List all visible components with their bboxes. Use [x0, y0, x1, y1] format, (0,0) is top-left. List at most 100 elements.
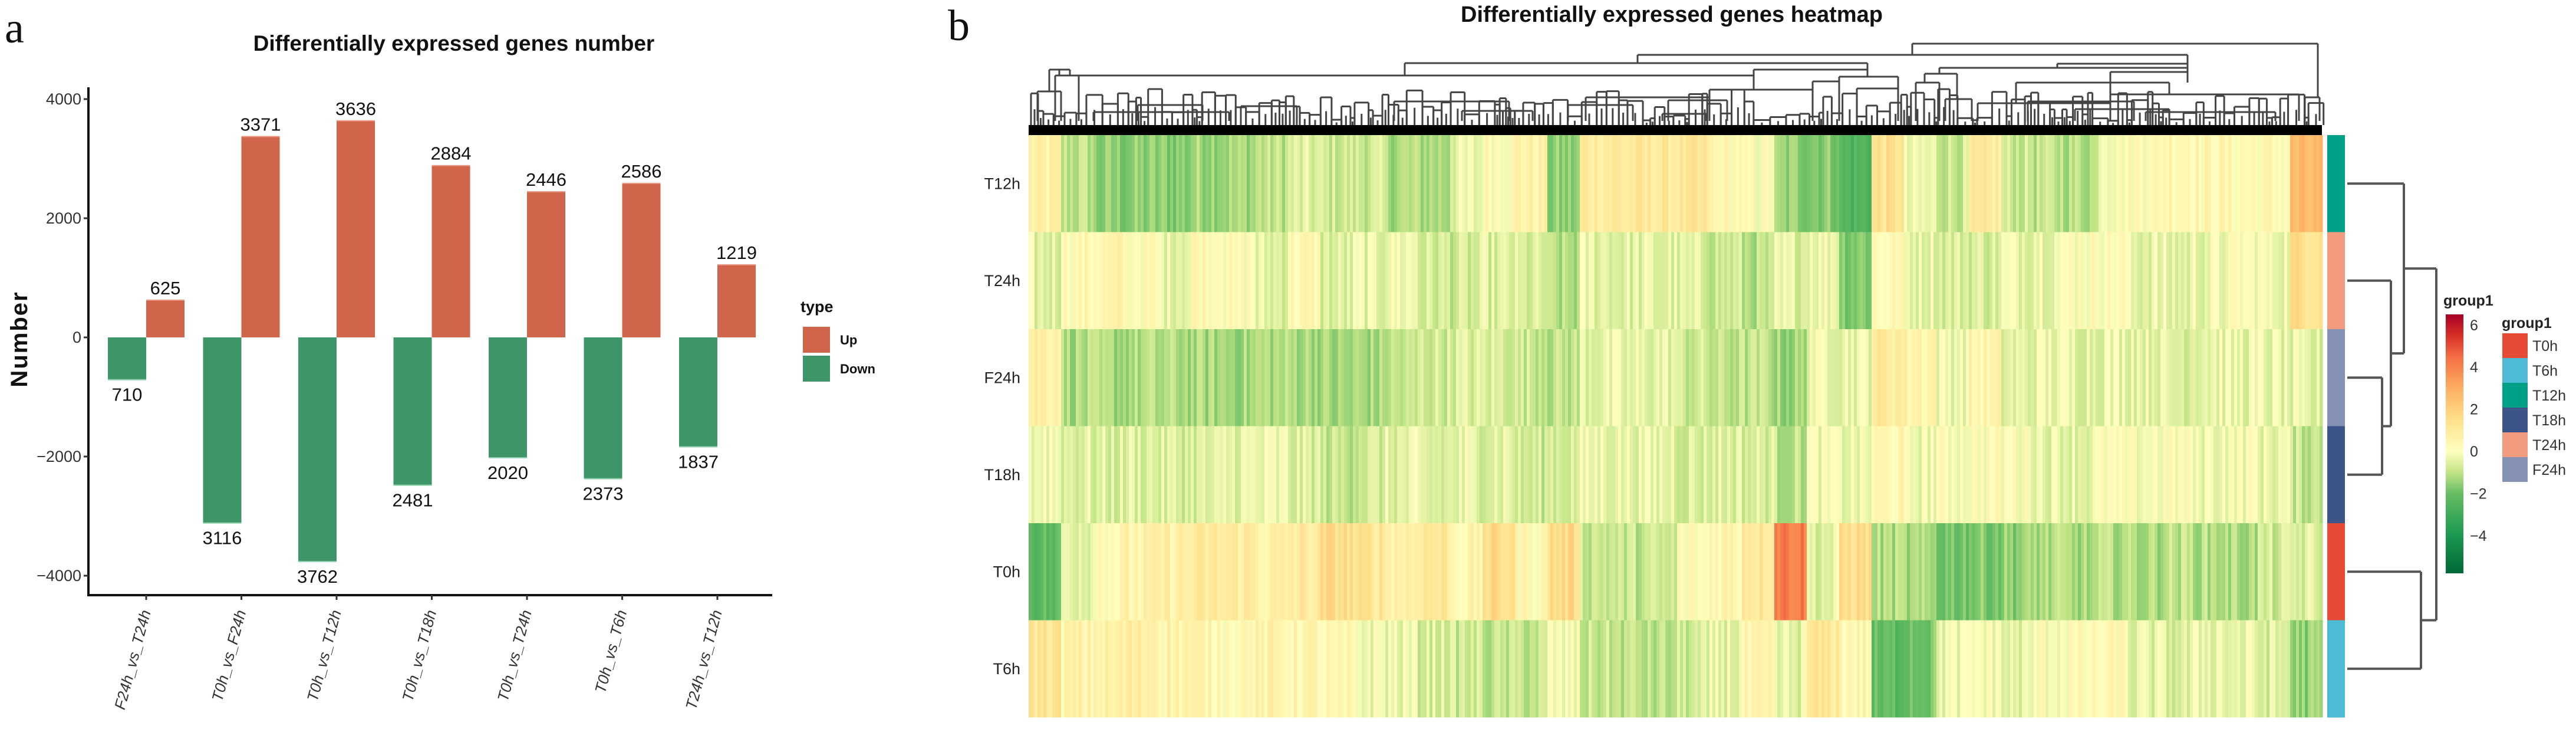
heatmap-cell: [2054, 232, 2058, 330]
heatmap-cell: [1138, 329, 1141, 426]
heatmap-cell: [1539, 620, 1542, 718]
heatmap-cell: [1739, 329, 1742, 426]
heatmap-cell: [1948, 426, 1952, 524]
heatmap-cell: [1757, 523, 1760, 621]
heatmap-cell: [1424, 329, 1427, 426]
heatmap-cell: [1721, 232, 1725, 330]
heatmap-cell: [1592, 523, 1595, 621]
heatmap-cell: [1247, 426, 1250, 524]
heatmap-cell: [1839, 329, 1843, 426]
heatmap-cell: [2305, 426, 2308, 524]
heatmap-cell: [2228, 135, 2232, 232]
heatmap-cell: [1241, 135, 1244, 232]
heatmap-cell: [1727, 426, 1731, 524]
heatmap-cell: [2072, 329, 2076, 426]
heatmap-cell: [1851, 135, 1854, 232]
heatmap-cell: [1291, 523, 1294, 621]
heatmap-cell: [1536, 620, 1539, 718]
heatmap-cell: [1801, 426, 1804, 524]
heatmap-cell: [1695, 135, 1698, 232]
data-label-down: 710: [112, 385, 143, 405]
heatmap-cell: [2160, 135, 2164, 232]
heatmap-cell: [1347, 426, 1350, 524]
heatmap-cell: [1444, 329, 1448, 426]
heatmap-cell: [1748, 232, 1751, 330]
heatmap-cell: [2031, 135, 2034, 232]
heatmap-cell: [1403, 135, 1406, 232]
heatmap-cell: [1674, 329, 1678, 426]
heatmap-cell: [2228, 620, 2232, 718]
heatmap-cell: [1073, 620, 1076, 718]
heatmap-cell: [1453, 523, 1457, 621]
heatmap-cell: [1609, 232, 1613, 330]
heatmap-cell: [1152, 329, 1156, 426]
heatmap-cell: [1500, 523, 1504, 621]
heatmap-cell: [1992, 232, 1996, 330]
heatmap-cell: [1032, 135, 1035, 232]
heatmap-cell: [1886, 329, 1890, 426]
heatmap-cell: [2034, 232, 2037, 330]
heatmap-cell: [1214, 329, 1218, 426]
heatmap-cell: [1527, 329, 1530, 426]
heatmap-cell: [1712, 135, 1716, 232]
heatmap-cell: [1347, 523, 1350, 621]
heatmap-cell: [2137, 523, 2140, 621]
heatmap-cell: [2116, 523, 2120, 621]
heatmap-cell: [1176, 620, 1180, 718]
heatmap-cell: [1208, 620, 1212, 718]
heatmap-cell: [2290, 523, 2294, 621]
heatmap-cell: [1518, 426, 1521, 524]
heatmap-cell: [1126, 620, 1129, 718]
heatmap-cell: [2040, 426, 2043, 524]
heatmap-cell: [1223, 426, 1227, 524]
heatmap-cell: [1421, 426, 1424, 524]
heatmap-cell: [1651, 523, 1654, 621]
heatmap-cell: [2066, 426, 2070, 524]
heatmap-cell: [1309, 426, 1312, 524]
heatmap-cell: [1527, 426, 1530, 524]
heatmap-cell: [1931, 523, 1934, 621]
heatmap-cell: [1394, 329, 1398, 426]
heatmap-cell: [2075, 523, 2078, 621]
heatmap-cell: [1709, 620, 1713, 718]
heatmap-cell: [1595, 329, 1598, 426]
heatmap-cell: [2267, 232, 2270, 330]
heatmap-cell: [1606, 523, 1610, 621]
heatmap-cell: [1830, 135, 1834, 232]
heatmap-cell: [1565, 329, 1569, 426]
heatmap-cell: [2255, 232, 2258, 330]
heatmap-cell: [1730, 620, 1734, 718]
heatmap-cell: [1341, 135, 1345, 232]
heatmap-cell: [1910, 620, 1913, 718]
heatmap-cell: [1541, 426, 1545, 524]
heatmap-cell: [1559, 232, 1563, 330]
heatmap-cell: [1067, 523, 1070, 621]
heatmap-cell: [1963, 329, 1966, 426]
heatmap-cell: [1164, 135, 1168, 232]
heatmap-cell: [1067, 232, 1070, 330]
heatmap-cell: [2101, 329, 2105, 426]
heatmap-cell: [1801, 232, 1804, 330]
heatmap-cell: [1244, 426, 1247, 524]
heatmap-cell: [2202, 523, 2205, 621]
heatmap-cell: [1733, 620, 1737, 718]
heatmap-cell: [2246, 426, 2249, 524]
heatmap-cell: [1987, 232, 1990, 330]
heatmap-cell: [1963, 426, 1966, 524]
heatmap-cell: [1194, 232, 1197, 330]
heatmap-cell: [2305, 523, 2308, 621]
heatmap-cell: [2190, 620, 2193, 718]
heatmap-cell: [2149, 135, 2152, 232]
heatmap-cell: [1347, 329, 1350, 426]
heatmap-cell: [1341, 329, 1345, 426]
heatmap-cell: [1288, 620, 1292, 718]
heatmap-cell: [1960, 135, 1964, 232]
heatmap-cell: [1630, 329, 1633, 426]
panel-a-bar-chart: a Differentially expressed genes number …: [5, 4, 875, 711]
heatmap-cell: [1810, 232, 1813, 330]
heatmap-cell: [1306, 426, 1309, 524]
heatmap-cell: [2090, 232, 2093, 330]
heatmap-cell: [1895, 426, 1899, 524]
dendrogram-dense-base: [1029, 125, 2322, 135]
heatmap-cell: [1261, 620, 1265, 718]
